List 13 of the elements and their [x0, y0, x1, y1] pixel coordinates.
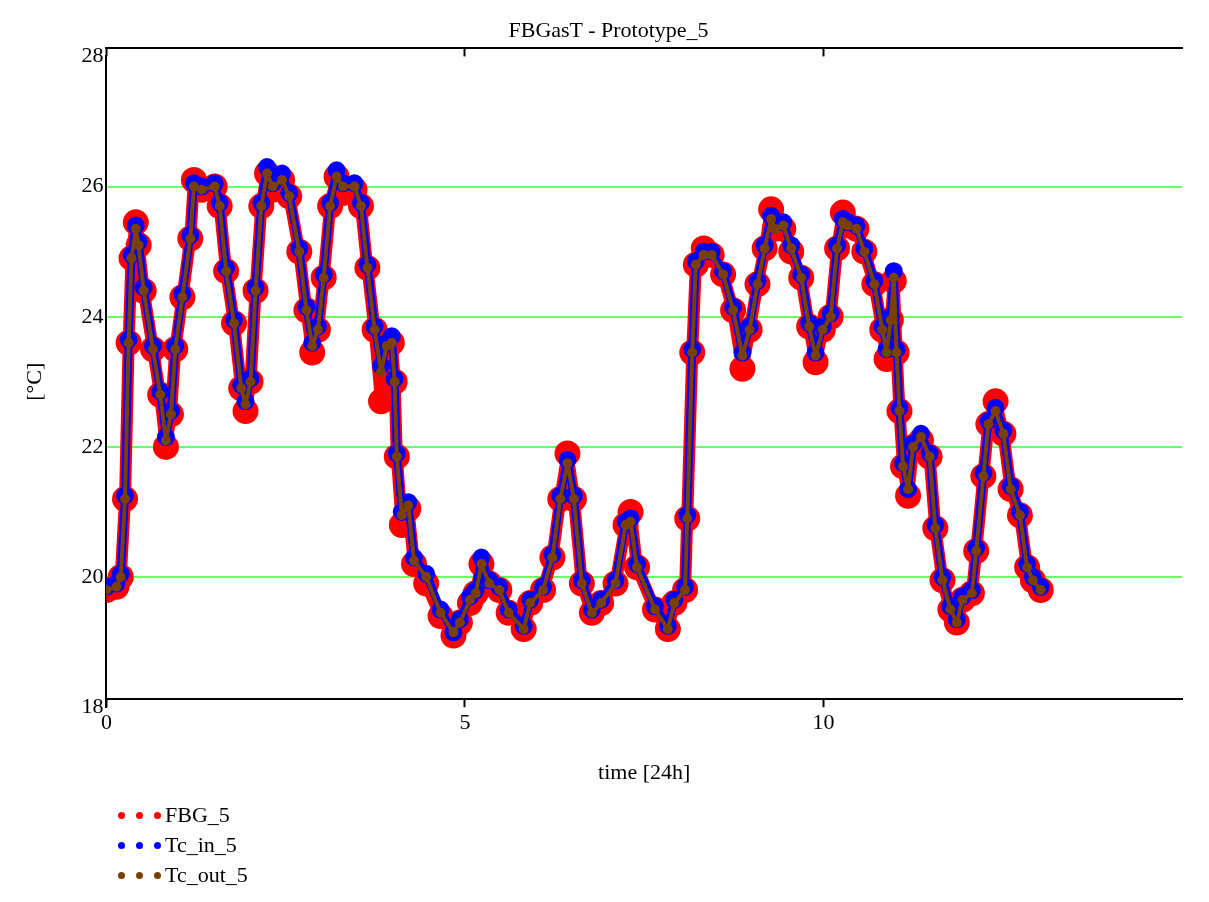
legend-label: FBG_5: [165, 802, 230, 828]
legend-label: Tc_in_5: [165, 832, 237, 858]
y-tick-label: 22: [81, 432, 104, 458]
chart-title: FBGasT - Prototype_5: [508, 16, 709, 42]
y-axis-title: [°C]: [20, 362, 46, 401]
y-tick-label: 26: [81, 172, 104, 198]
x-tick-label: 10: [812, 709, 835, 735]
y-tick-label: 20: [81, 562, 104, 588]
x-tick-label: 5: [459, 709, 471, 735]
x-axis-title: time [24h]: [598, 758, 691, 784]
y-tick-label: 24: [81, 302, 104, 328]
legend-label: Tc_out_5: [165, 862, 248, 888]
y-tick-label: 28: [81, 42, 104, 68]
